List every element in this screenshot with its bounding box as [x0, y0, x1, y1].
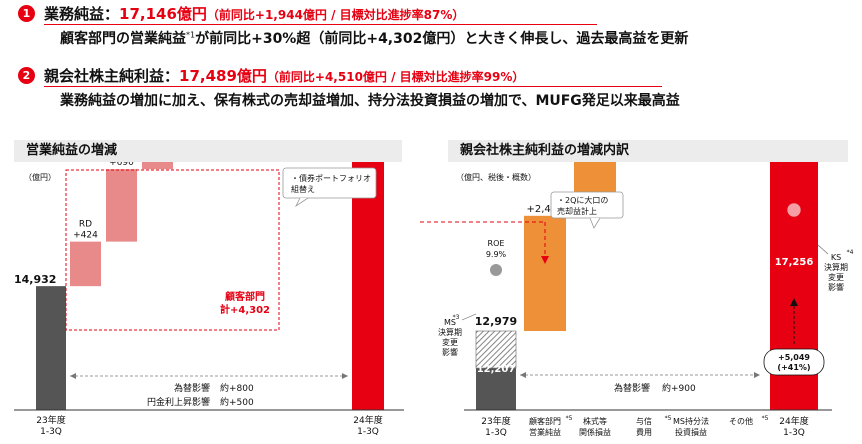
callout-text: ・債券ポートフォリオ組替え: [291, 173, 371, 194]
start-bar-label: 12,979: [475, 315, 517, 328]
chart-2-unit: （億円、税後・概数）: [456, 172, 536, 182]
headline-1-title: 業務純益：17,146億円（前同比+1,944億円 / 目標対比進捗率87%）: [44, 3, 464, 24]
x-label-step-5: その他: [729, 416, 753, 426]
x-label-start: 23年度 1-3Q: [481, 415, 510, 438]
x-label-step-note-3: *5: [665, 415, 672, 422]
start-bar-label: 14,932: [14, 273, 56, 286]
headline-1-value: 17,146億円: [119, 5, 207, 23]
fx-note-value-1: 約+800: [220, 382, 254, 394]
end-hatched-leader: [817, 244, 829, 255]
fx-note-value-2: 約+500: [220, 396, 254, 408]
growth-label: +5,049 (+41%): [777, 353, 810, 372]
x-label-step-note-5: *5: [762, 415, 769, 422]
callout-box: [550, 191, 624, 219]
fx-arrow-left-head: [70, 373, 76, 379]
start-hatched-note: *3: [453, 314, 460, 321]
headline-2-value: 17,489億円: [179, 67, 267, 85]
fx-note-label-1: 為替影響: [174, 382, 210, 394]
growth-arrow-head: [790, 298, 798, 306]
roe-start-marker: [490, 264, 502, 276]
headline-1-label: 業務純益：: [44, 5, 120, 23]
headline-1-underline: [44, 24, 597, 25]
headline-2-title: 親会社株主純利益：17,489億円（前同比+4,510億円 / 目標対比進捗率9…: [44, 65, 524, 86]
fx-arrow-left-head: [520, 372, 526, 378]
end-bar-inner-label: 17,256: [775, 257, 814, 268]
fx-note-value: 約+900: [662, 382, 696, 394]
chart-1-unit: （億円）: [24, 172, 56, 182]
step-bar-3: [142, 162, 173, 170]
roe-end-value: 12.3%: [771, 183, 816, 198]
x-label-step-note-1: *5: [566, 415, 573, 422]
x-label-end: 24年度 1-3Q: [779, 415, 808, 438]
fx-note-label-2: 円金利上昇影響: [147, 396, 210, 408]
chart-1-title: 営業純益の増減: [14, 140, 402, 162]
fx-arrow-right-head: [342, 373, 348, 379]
start-bar: [476, 368, 516, 410]
net-income-waterfall-chart: （億円、税後・概数） 12,979 12,207 MS 決算期変更影響*3 ROE 9.9%…: [420, 162, 854, 438]
step-label-1: RD +424: [73, 220, 98, 241]
headline-2-sub: 業務純益の増加に加え、保有株式の売却益増加、持分法投資損益の増加で、MUFG発足…: [60, 93, 680, 109]
start-hatched-label: MS 決算期変更影響: [438, 318, 462, 357]
growth-label-box: [763, 348, 825, 376]
x-label-step-2: 株式等関係損益: [579, 416, 611, 437]
headline-1-badge: 1: [18, 5, 35, 22]
chart-2-title: 親会社株主純利益の増減内訳: [448, 140, 848, 162]
step-bar-1: [70, 241, 101, 287]
connector-arrow-head: [541, 256, 549, 264]
x-label-step-1: 顧客部門営業純益: [529, 416, 561, 437]
headline-2-detail: （前同比+4,510億円 / 目標対比進捗率99%）: [266, 70, 525, 84]
end-hatched-note: *4: [847, 249, 854, 256]
step-label-1: +2,400: [526, 204, 563, 215]
x-label-step-4: MS持分法投資損益: [673, 416, 709, 437]
callout-text: ・2Qに大口の売却益計上: [557, 195, 608, 216]
operating-profit-waterfall-chart: （億円）14,932RD+424法人ウェルス+690JCIB+711約+850*…: [14, 162, 404, 437]
roe-start-label: ROE 9.9%: [486, 239, 507, 259]
customer-segment-box: [65, 169, 280, 331]
x-label-start: 23年度 1-3Q: [36, 414, 65, 437]
callout-pointer: [589, 217, 601, 229]
end-hatched-label: KS 決算期変更影響: [824, 253, 848, 292]
headline-1-detail: （前同比+1,944億円 / 目標対比進捗率87%）: [206, 8, 465, 22]
step-label-2: 法人ウェルス+690: [103, 162, 139, 168]
headline-2-underline: [44, 86, 662, 87]
x-label-step-3: 与信費用: [636, 416, 652, 437]
step-bar-2: [106, 169, 137, 242]
step-bar-1: [524, 215, 566, 332]
fx-note-label: 為替影響: [614, 382, 650, 394]
customer-segment-total-label: 顧客部門計+4,302: [220, 290, 270, 316]
roe-end-label: ROE: [785, 167, 803, 176]
start-hatched-leader: [461, 313, 477, 321]
start-bar: [36, 286, 66, 410]
start-bar-inner-label: 12,207: [477, 364, 516, 375]
callout-box: [282, 167, 377, 199]
fx-arrow-right-head: [754, 372, 760, 378]
x-label-end: 24年度 1-3Q: [353, 414, 382, 437]
headline-1-sub: 顧客部門の営業純益*1が前同比+30%超（前同比+4,302億円）と大きく伸長し…: [60, 30, 689, 47]
roe-end-marker: [786, 202, 802, 218]
end-bar: [352, 162, 384, 410]
callout-pointer: [294, 197, 309, 208]
start-bar-hatched: [475, 330, 517, 369]
headline-2-badge: 2: [18, 67, 35, 84]
headline-2-label: 親会社株主純利益：: [44, 67, 180, 85]
